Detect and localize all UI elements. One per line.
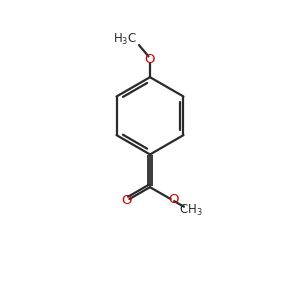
Text: CH$_3$: CH$_3$ bbox=[179, 203, 202, 218]
Text: O: O bbox=[145, 53, 155, 66]
Text: O: O bbox=[121, 194, 132, 207]
Text: O: O bbox=[168, 194, 179, 206]
Text: H$_3$C: H$_3$C bbox=[113, 32, 137, 47]
